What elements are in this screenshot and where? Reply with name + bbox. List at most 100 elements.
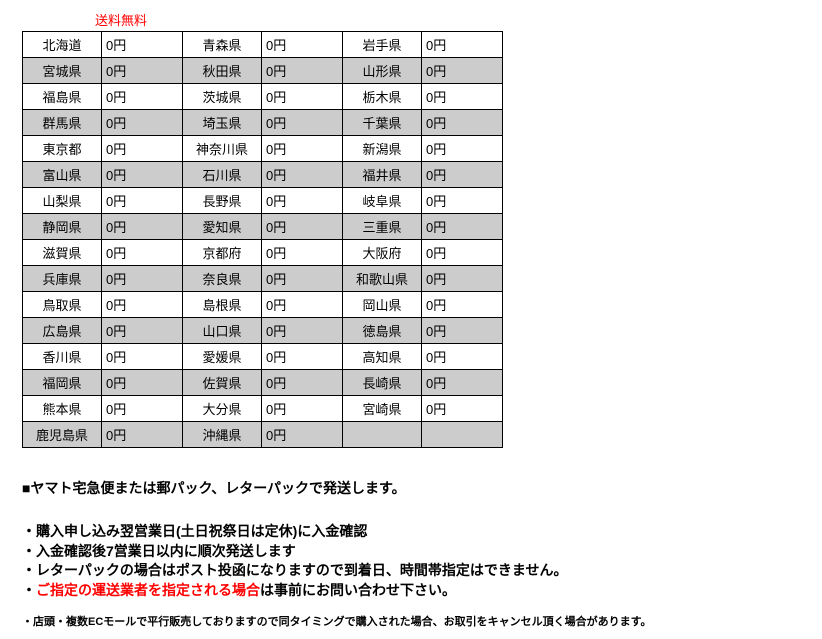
list-item: ご指定の運送業者を指定される場合は事前にお問い合わせ下さい。 xyxy=(22,581,812,601)
prefecture-cell: 徳島県 xyxy=(343,318,422,344)
table-row: 静岡県0円愛知県0円三重県0円 xyxy=(23,214,503,240)
price-cell: 0円 xyxy=(262,292,343,318)
prefecture-cell: 三重県 xyxy=(343,214,422,240)
price-cell: 0円 xyxy=(262,396,343,422)
price-cell: 0円 xyxy=(102,188,183,214)
prefecture-cell: 長崎県 xyxy=(343,370,422,396)
price-cell: 0円 xyxy=(422,188,503,214)
prefecture-cell: 香川県 xyxy=(23,344,102,370)
prefecture-cell xyxy=(343,422,422,448)
price-cell: 0円 xyxy=(262,240,343,266)
prefecture-cell: 群馬県 xyxy=(23,110,102,136)
list-item: レターパックの場合はポスト投函になりますので到着日、時間帯指定はできません。 xyxy=(22,561,812,581)
prefecture-cell: 沖縄県 xyxy=(183,422,262,448)
prefecture-cell: 東京都 xyxy=(23,136,102,162)
price-cell: 0円 xyxy=(102,292,183,318)
prefecture-cell: 愛媛県 xyxy=(183,344,262,370)
table-row: 山梨県0円長野県0円岐阜県0円 xyxy=(23,188,503,214)
price-cell: 0円 xyxy=(422,214,503,240)
prefecture-cell: 熊本県 xyxy=(23,396,102,422)
price-cell: 0円 xyxy=(422,136,503,162)
free-shipping-label: 送料無料 xyxy=(95,10,812,29)
price-cell: 0円 xyxy=(102,214,183,240)
table-row: 宮城県0円秋田県0円山形県0円 xyxy=(23,58,503,84)
prefecture-cell: 長野県 xyxy=(183,188,262,214)
prefecture-cell: 岐阜県 xyxy=(343,188,422,214)
table-row: 東京都0円神奈川県0円新潟県0円 xyxy=(23,136,503,162)
price-cell: 0円 xyxy=(422,84,503,110)
shipping-method-note: ■ヤマト宅急便または郵パック、レターパックで発送します。 xyxy=(22,478,812,498)
price-cell: 0円 xyxy=(102,240,183,266)
prefecture-cell: 栃木県 xyxy=(343,84,422,110)
price-cell: 0円 xyxy=(102,370,183,396)
price-cell: 0円 xyxy=(422,318,503,344)
table-row: 滋賀県0円京都府0円大阪府0円 xyxy=(23,240,503,266)
prefecture-cell: 広島県 xyxy=(23,318,102,344)
carrier-warning-red: ご指定の運送業者を指定される場合 xyxy=(36,582,260,598)
prefecture-cell: 富山県 xyxy=(23,162,102,188)
prefecture-cell: 千葉県 xyxy=(343,110,422,136)
price-cell: 0円 xyxy=(262,214,343,240)
prefecture-cell: 和歌山県 xyxy=(343,266,422,292)
prefecture-cell: 宮崎県 xyxy=(343,396,422,422)
price-cell: 0円 xyxy=(102,110,183,136)
prefecture-cell: 京都府 xyxy=(183,240,262,266)
price-cell: 0円 xyxy=(102,32,183,58)
price-cell: 0円 xyxy=(422,344,503,370)
prefecture-cell: 福井県 xyxy=(343,162,422,188)
prefecture-cell: 奈良県 xyxy=(183,266,262,292)
table-row: 香川県0円愛媛県0円高知県0円 xyxy=(23,344,503,370)
list-item: 入金確認後7営業日以内に順次発送します xyxy=(22,542,812,562)
prefecture-cell: 鹿児島県 xyxy=(23,422,102,448)
price-cell: 0円 xyxy=(262,32,343,58)
price-cell: 0円 xyxy=(422,32,503,58)
prefecture-cell: 兵庫県 xyxy=(23,266,102,292)
price-cell: 0円 xyxy=(102,318,183,344)
price-cell: 0円 xyxy=(102,58,183,84)
prefecture-cell: 青森県 xyxy=(183,32,262,58)
price-cell: 0円 xyxy=(422,266,503,292)
prefecture-cell: 埼玉県 xyxy=(183,110,262,136)
price-cell: 0円 xyxy=(262,344,343,370)
prefecture-cell: 岡山県 xyxy=(343,292,422,318)
price-cell: 0円 xyxy=(262,266,343,292)
prefecture-cell: 愛知県 xyxy=(183,214,262,240)
price-cell: 0円 xyxy=(262,58,343,84)
prefecture-cell: 石川県 xyxy=(183,162,262,188)
prefecture-cell: 宮城県 xyxy=(23,58,102,84)
prefecture-cell: 山梨県 xyxy=(23,188,102,214)
price-cell: 0円 xyxy=(102,344,183,370)
price-cell: 0円 xyxy=(262,188,343,214)
table-row: 兵庫県0円奈良県0円和歌山県0円 xyxy=(23,266,503,292)
prefecture-cell: 鳥取県 xyxy=(23,292,102,318)
carrier-warning-rest: は事前にお問い合わせ下さい。 xyxy=(260,582,456,598)
prefecture-cell: 神奈川県 xyxy=(183,136,262,162)
prefecture-cell: 静岡県 xyxy=(23,214,102,240)
price-cell: 0円 xyxy=(102,136,183,162)
prefecture-cell: 福島県 xyxy=(23,84,102,110)
price-cell: 0円 xyxy=(262,370,343,396)
table-row: 福岡県0円佐賀県0円長崎県0円 xyxy=(23,370,503,396)
prefecture-cell: 北海道 xyxy=(23,32,102,58)
price-cell: 0円 xyxy=(422,396,503,422)
list-item: 購入申し込み翌営業日(土日祝祭日は定休)に入金確認 xyxy=(22,522,812,542)
prefecture-cell: 茨城県 xyxy=(183,84,262,110)
price-cell: 0円 xyxy=(422,110,503,136)
parallel-sales-note: 店頭・複数ECモールで平行販売しておりますので同タイミングで購入された場合、お取… xyxy=(22,613,812,629)
price-cell: 0円 xyxy=(262,110,343,136)
price-cell: 0円 xyxy=(262,318,343,344)
prefecture-cell: 秋田県 xyxy=(183,58,262,84)
price-cell: 0円 xyxy=(422,240,503,266)
prefecture-cell: 新潟県 xyxy=(343,136,422,162)
price-cell: 0円 xyxy=(262,84,343,110)
price-cell: 0円 xyxy=(102,266,183,292)
prefecture-cell: 高知県 xyxy=(343,344,422,370)
price-cell: 0円 xyxy=(262,422,343,448)
table-row: 富山県0円石川県0円福井県0円 xyxy=(23,162,503,188)
table-row: 広島県0円山口県0円徳島県0円 xyxy=(23,318,503,344)
price-cell: 0円 xyxy=(262,162,343,188)
price-cell: 0円 xyxy=(422,370,503,396)
shipping-fee-table: 北海道0円青森県0円岩手県0円宮城県0円秋田県0円山形県0円福島県0円茨城県0円… xyxy=(22,31,503,448)
price-cell: 0円 xyxy=(102,422,183,448)
price-cell: 0円 xyxy=(422,292,503,318)
